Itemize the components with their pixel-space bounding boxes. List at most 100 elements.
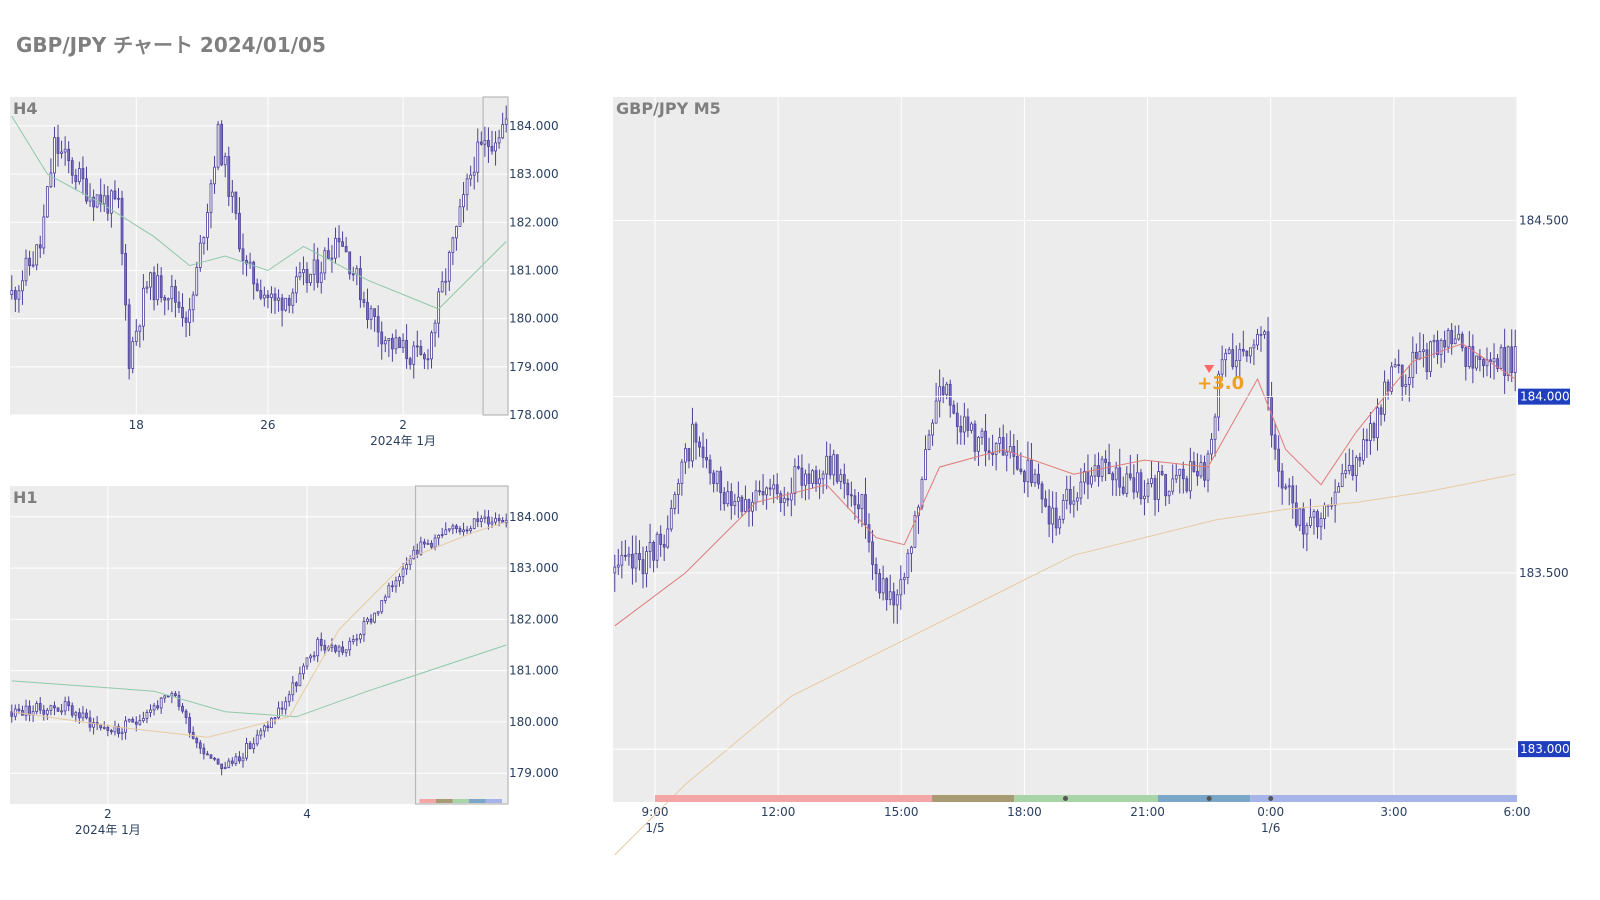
candle-body	[627, 553, 631, 557]
moving-average-line-long	[11, 521, 507, 738]
candle-body	[131, 341, 135, 369]
candle-body	[117, 725, 120, 735]
candle-body	[191, 294, 195, 311]
candle-body	[821, 473, 825, 480]
candle-body	[380, 331, 384, 345]
candle-body	[451, 237, 455, 253]
candle-body	[149, 709, 152, 713]
candle-body	[1503, 347, 1507, 376]
candle-body	[412, 549, 416, 560]
candle-body	[174, 693, 177, 696]
candle-body	[131, 718, 135, 723]
candle-body	[1439, 340, 1443, 355]
candle-body	[1203, 462, 1206, 481]
candle-body	[1312, 511, 1316, 518]
session-dot	[1062, 796, 1068, 801]
x-sublabel: 1/5	[645, 821, 664, 835]
candle-body	[1316, 511, 1319, 528]
moving-average-line	[614, 343, 1516, 627]
candle-body	[1513, 346, 1517, 373]
candle-body	[216, 123, 220, 168]
candle-body	[1379, 407, 1383, 415]
candle-body	[177, 695, 181, 707]
candle-body	[487, 140, 490, 147]
candle-body	[369, 308, 373, 320]
candle-body	[1160, 471, 1164, 475]
candle-body	[326, 250, 330, 259]
candle-body	[74, 174, 78, 183]
candle-body	[266, 725, 270, 729]
candle-body	[245, 260, 248, 265]
x-tick-label: 2	[399, 418, 407, 432]
candle-body	[487, 516, 490, 525]
candle-body	[814, 470, 818, 485]
candle-body	[959, 426, 963, 433]
candle-body	[1234, 360, 1238, 368]
candle-body	[1499, 347, 1503, 369]
candle-body	[469, 174, 473, 180]
candle-body	[401, 568, 405, 578]
y-tick-label: 184.000	[509, 510, 559, 524]
candle-body	[948, 383, 952, 406]
candle-body	[42, 216, 46, 249]
candle-body	[294, 276, 298, 294]
candle-body	[1390, 366, 1394, 392]
candle-body	[479, 518, 483, 522]
candle-body	[1492, 358, 1496, 363]
candle-body	[648, 541, 652, 552]
candle-body	[673, 494, 677, 509]
candle-body	[341, 241, 344, 247]
candle-body	[241, 248, 245, 261]
candle-body	[35, 244, 39, 266]
session-band	[469, 799, 486, 803]
x-tick-label: 4	[303, 807, 311, 821]
candle-body	[387, 585, 391, 598]
candle-body	[291, 682, 295, 696]
candle-body	[1467, 346, 1471, 367]
candle-body	[391, 337, 394, 350]
session-band	[655, 795, 933, 802]
candle-body	[415, 345, 419, 348]
candle-body	[1496, 358, 1499, 369]
candle-body	[740, 496, 744, 512]
candle-body	[17, 290, 21, 300]
candle-body	[1460, 333, 1464, 349]
candle-body	[209, 183, 213, 213]
candle-body	[497, 518, 501, 521]
candle-body	[719, 470, 723, 493]
candle-body	[1100, 458, 1104, 477]
candle-body	[1210, 438, 1213, 455]
candle-body	[92, 196, 95, 208]
candle-body	[223, 156, 227, 166]
candle-body	[701, 446, 705, 458]
candle-body	[1344, 470, 1348, 474]
candle-body	[1429, 341, 1432, 373]
candle-body	[1051, 507, 1055, 525]
candle-body	[458, 206, 462, 227]
candle-body	[266, 294, 270, 298]
candle-body	[181, 705, 184, 712]
candle-body	[1220, 359, 1224, 375]
plot-area	[10, 97, 508, 415]
candle-body	[1083, 470, 1086, 483]
candle-body	[280, 707, 284, 710]
x-tick-label: 0:00	[1257, 805, 1284, 819]
y-tick-label: 183.000	[509, 167, 559, 181]
candle-body	[398, 576, 401, 582]
candle-body	[430, 332, 433, 360]
candle-body	[447, 251, 451, 282]
candle-body	[469, 528, 473, 532]
candle-body	[680, 461, 684, 484]
candle-body	[273, 293, 277, 301]
x-tick-label: 3:00	[1380, 805, 1407, 819]
candle-body	[786, 498, 790, 501]
candle-body	[1436, 339, 1439, 355]
x-tick-label: 2	[104, 807, 112, 821]
candle-body	[744, 499, 747, 512]
candle-body	[1023, 471, 1026, 483]
candle-body	[941, 386, 945, 395]
y-tick-label: 179.000	[509, 360, 559, 374]
candle-body	[28, 257, 31, 267]
session-band	[419, 799, 437, 803]
candle-body	[885, 578, 889, 600]
